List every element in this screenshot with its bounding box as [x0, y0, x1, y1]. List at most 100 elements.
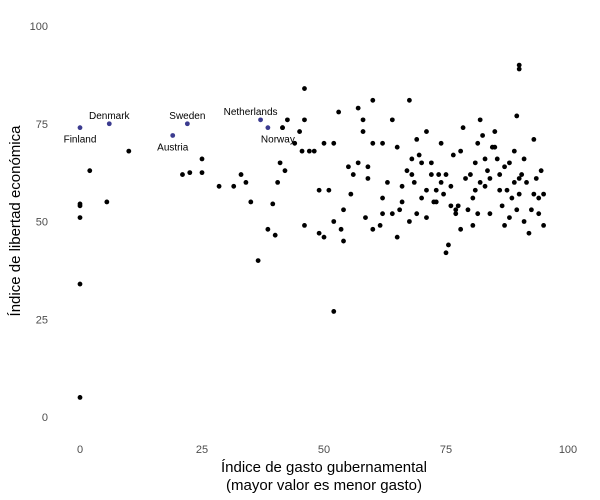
highlighted-point — [170, 133, 176, 138]
data-point — [533, 176, 539, 181]
data-point — [336, 109, 342, 115]
point-label: Denmark — [89, 111, 131, 122]
data-point — [492, 129, 498, 134]
data-point — [453, 207, 459, 213]
data-point — [516, 176, 522, 181]
data-point — [77, 395, 83, 400]
data-point — [370, 226, 376, 232]
data-point — [475, 211, 481, 217]
highlighted-point — [184, 121, 190, 127]
data-point — [470, 223, 476, 228]
data-point — [302, 117, 307, 123]
data-point — [448, 183, 454, 189]
data-point — [511, 148, 517, 154]
data-point — [380, 211, 385, 217]
data-point — [414, 211, 420, 217]
data-point — [275, 180, 281, 185]
data-point — [511, 180, 517, 185]
data-point — [472, 160, 478, 166]
data-point — [411, 180, 417, 185]
data-point — [472, 187, 478, 193]
data-point — [243, 180, 249, 185]
data-point — [326, 187, 332, 193]
x-axis-title-line-1: Índice de gasto gubernamental — [221, 459, 427, 476]
data-point — [394, 144, 400, 150]
data-point — [526, 230, 532, 236]
data-point — [497, 187, 503, 193]
data-point — [485, 168, 490, 174]
data-point — [536, 211, 542, 217]
data-point — [277, 160, 283, 166]
data-point — [529, 207, 534, 213]
data-point — [458, 226, 464, 232]
data-point — [255, 258, 261, 263]
highlighted-points: Finland Denmark Austria Sweden Netherlands No… — [64, 107, 295, 154]
x-tick-label: 25 — [196, 444, 208, 456]
data-point — [306, 148, 312, 154]
data-point — [238, 172, 244, 177]
data-point — [302, 223, 307, 228]
data-point — [516, 191, 522, 197]
data-point — [348, 191, 354, 197]
data-point — [436, 172, 442, 177]
data-point — [231, 183, 237, 189]
data-point — [460, 125, 466, 131]
data-point — [404, 168, 410, 174]
data-point — [380, 140, 385, 146]
data-point — [541, 191, 546, 197]
data-point — [463, 176, 468, 181]
data-point — [399, 199, 405, 205]
data-point — [199, 156, 205, 162]
data-point — [363, 215, 368, 220]
data-point — [407, 219, 412, 224]
data-points — [77, 62, 546, 400]
data-point — [458, 148, 464, 154]
data-point — [499, 203, 505, 209]
data-point — [419, 195, 424, 201]
data-point — [521, 156, 527, 162]
data-point — [370, 140, 376, 146]
data-point — [292, 140, 298, 146]
data-point — [355, 160, 361, 166]
data-point — [341, 207, 346, 213]
data-point — [380, 195, 385, 201]
data-point — [365, 176, 371, 181]
data-point — [470, 195, 476, 201]
data-point — [477, 180, 483, 185]
data-point — [316, 230, 322, 236]
data-point — [199, 170, 205, 176]
data-point — [514, 113, 520, 119]
data-point — [350, 172, 356, 177]
data-point — [126, 148, 132, 154]
data-point — [538, 168, 544, 174]
y-tick-label: 50 — [36, 217, 48, 229]
data-point — [507, 160, 512, 166]
data-point — [311, 148, 317, 154]
highlighted-point — [265, 125, 271, 131]
data-point — [216, 183, 222, 189]
data-point — [399, 183, 405, 189]
data-point — [541, 223, 546, 228]
data-point — [365, 164, 371, 170]
data-point — [285, 117, 290, 123]
y-axis-title: Índice de libertad económica — [7, 125, 24, 317]
data-point — [448, 203, 454, 209]
point-label: Finland — [64, 135, 97, 146]
data-point — [360, 117, 366, 123]
y-tick-label: 100 — [30, 21, 48, 33]
data-point — [77, 215, 83, 220]
data-point — [450, 152, 456, 158]
data-point — [414, 136, 420, 142]
data-point — [438, 140, 444, 146]
data-point — [475, 140, 481, 146]
data-point — [297, 129, 302, 134]
data-point — [497, 172, 503, 177]
data-point — [409, 172, 415, 177]
data-point — [87, 168, 93, 174]
data-point — [509, 195, 515, 201]
highlighted-point — [77, 125, 83, 131]
data-point — [338, 226, 344, 232]
data-point — [424, 187, 429, 193]
data-point — [433, 187, 439, 193]
